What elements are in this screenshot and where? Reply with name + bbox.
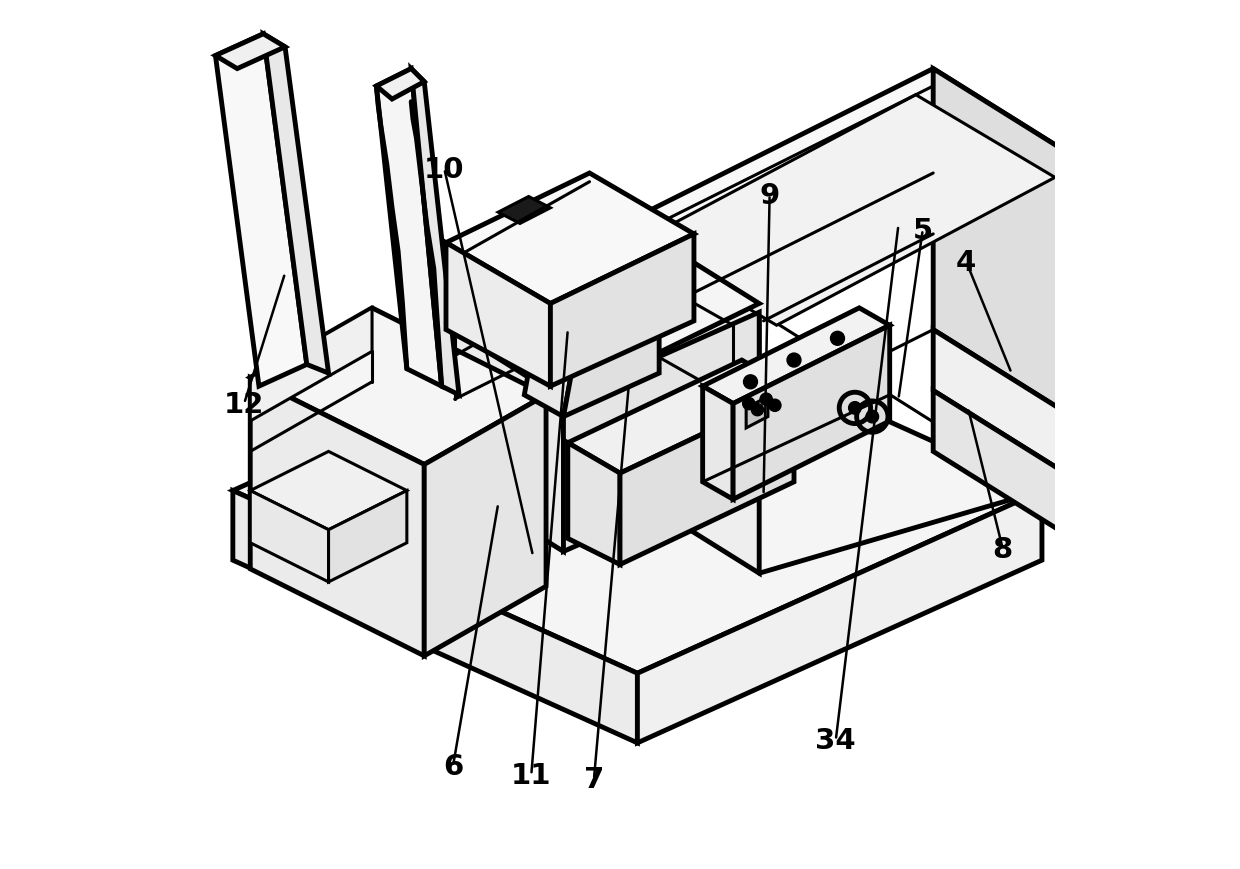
- Polygon shape: [563, 265, 660, 417]
- Polygon shape: [563, 313, 759, 552]
- Polygon shape: [216, 35, 285, 70]
- Circle shape: [769, 400, 781, 412]
- Polygon shape: [551, 235, 694, 387]
- Polygon shape: [568, 361, 794, 474]
- Circle shape: [760, 394, 773, 406]
- Text: 10: 10: [424, 156, 465, 183]
- Polygon shape: [250, 452, 407, 530]
- Polygon shape: [263, 35, 329, 374]
- Polygon shape: [620, 226, 759, 574]
- Polygon shape: [637, 96, 1055, 326]
- Circle shape: [751, 404, 764, 416]
- Polygon shape: [424, 395, 546, 656]
- Polygon shape: [377, 70, 424, 100]
- Text: 11: 11: [511, 761, 552, 789]
- Text: 34: 34: [816, 726, 856, 754]
- Polygon shape: [620, 70, 1073, 313]
- Polygon shape: [934, 391, 1073, 539]
- Text: 4: 4: [956, 249, 976, 276]
- Polygon shape: [934, 70, 1073, 417]
- Polygon shape: [412, 70, 459, 395]
- Text: 9: 9: [760, 182, 780, 209]
- Circle shape: [787, 354, 801, 368]
- Text: 8: 8: [993, 535, 1013, 563]
- Circle shape: [866, 411, 879, 423]
- Polygon shape: [216, 35, 306, 387]
- Polygon shape: [424, 217, 759, 400]
- Polygon shape: [746, 397, 768, 428]
- Circle shape: [848, 402, 861, 415]
- Circle shape: [743, 398, 755, 410]
- Circle shape: [744, 375, 758, 389]
- Polygon shape: [568, 443, 620, 565]
- Polygon shape: [446, 243, 551, 387]
- Polygon shape: [498, 197, 551, 224]
- Polygon shape: [233, 491, 637, 743]
- Text: 6: 6: [443, 753, 463, 780]
- Text: 7: 7: [584, 766, 604, 793]
- Polygon shape: [377, 70, 441, 387]
- Text: 5: 5: [913, 216, 932, 244]
- Polygon shape: [934, 330, 1073, 478]
- Polygon shape: [329, 491, 407, 582]
- Polygon shape: [233, 308, 1042, 673]
- Polygon shape: [250, 308, 546, 465]
- Polygon shape: [446, 174, 694, 304]
- Polygon shape: [525, 278, 585, 417]
- Polygon shape: [250, 491, 329, 582]
- Circle shape: [831, 332, 844, 346]
- Polygon shape: [620, 391, 794, 565]
- Polygon shape: [546, 243, 660, 300]
- Polygon shape: [733, 326, 890, 500]
- Polygon shape: [703, 387, 733, 500]
- Polygon shape: [250, 378, 424, 656]
- Polygon shape: [637, 491, 1042, 743]
- Polygon shape: [424, 313, 563, 552]
- Polygon shape: [250, 308, 372, 421]
- Polygon shape: [703, 308, 890, 404]
- Text: 12: 12: [224, 390, 264, 418]
